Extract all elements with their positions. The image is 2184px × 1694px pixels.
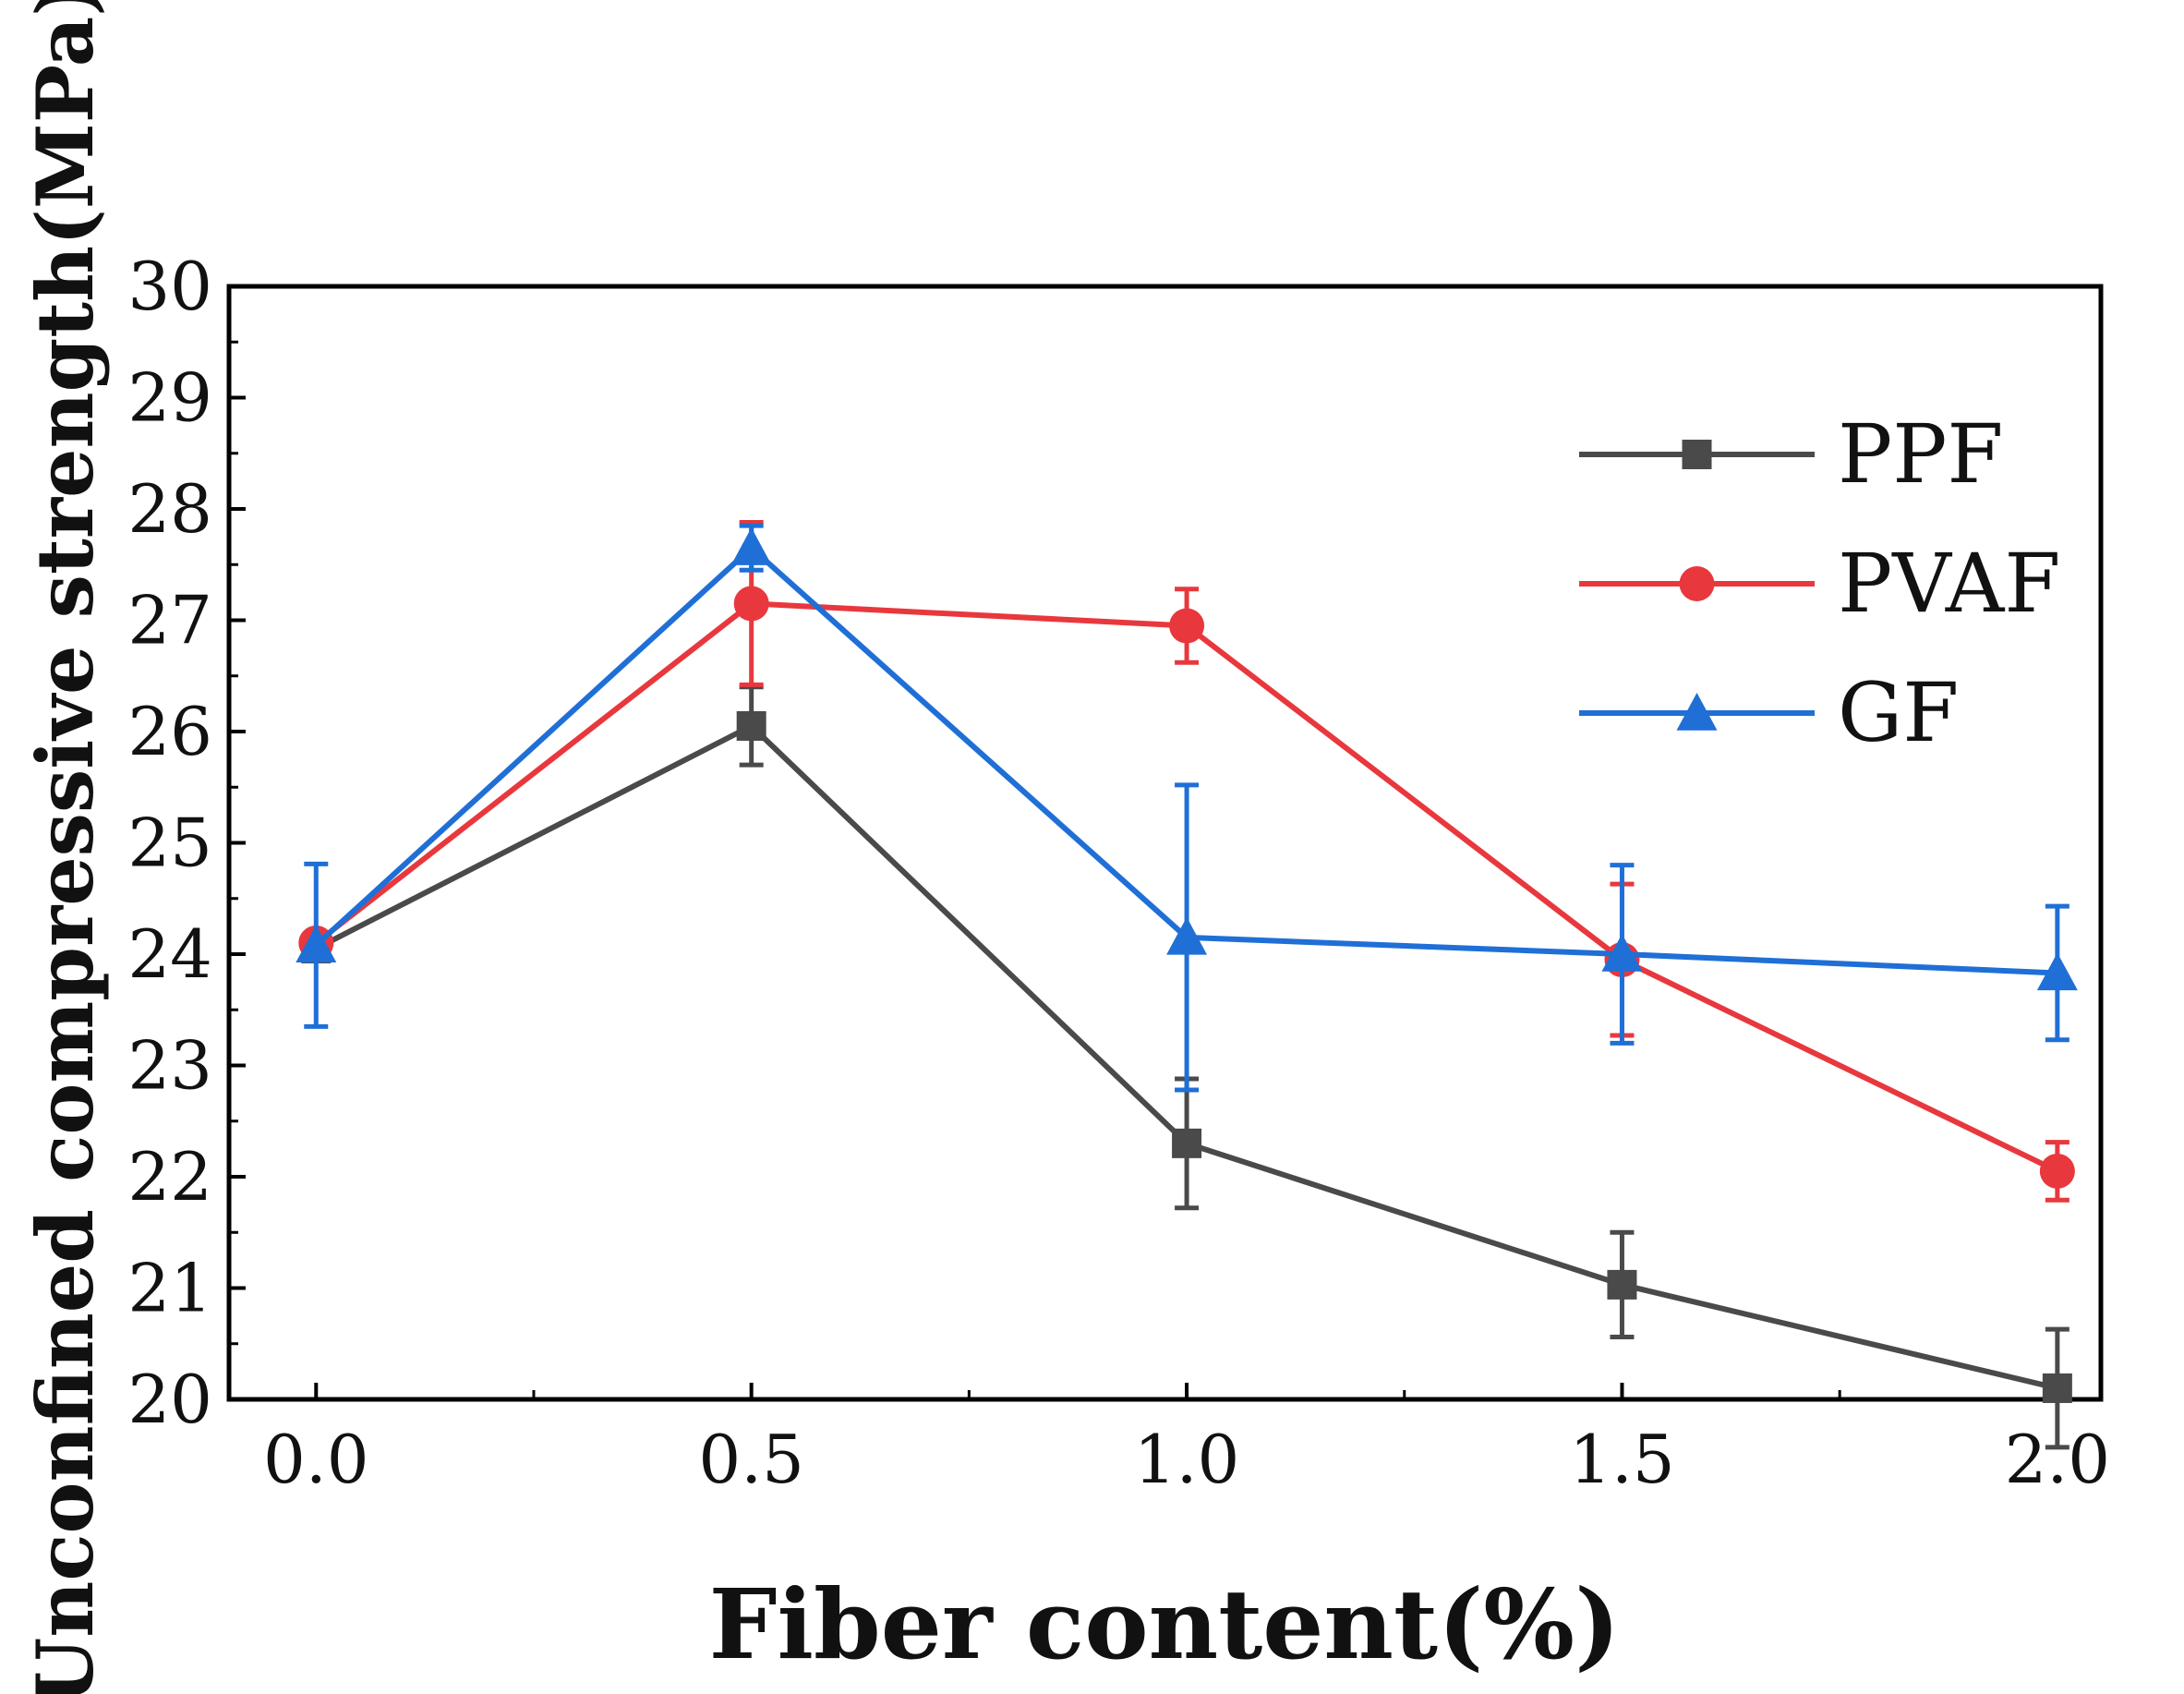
y-tick-label: 28 xyxy=(127,470,212,548)
data-point-pvaf xyxy=(1169,608,1205,644)
legend-item-pvaf: PVAF xyxy=(1579,536,2060,631)
y-tick-label: 24 xyxy=(127,915,212,993)
y-tick-label: 21 xyxy=(127,1250,212,1327)
data-point-gf xyxy=(2036,952,2078,991)
plot-area-frame xyxy=(226,284,2104,1402)
legend: PPF PVAF GF xyxy=(1579,406,2060,760)
x-axis: 0.0 0.5 1.0 1.5 2.0 xyxy=(263,1383,2110,1498)
data-point-ppf xyxy=(1607,1269,1637,1300)
data-point-gf xyxy=(296,925,337,963)
x-tick-label: 0.5 xyxy=(698,1421,804,1498)
x-axis-title: Fiber content(%) xyxy=(709,1567,1621,1681)
y-tick-label: 30 xyxy=(127,248,212,325)
y-tick-label: 27 xyxy=(127,582,212,659)
y-tick-label: 29 xyxy=(127,359,212,437)
legend-marker xyxy=(1682,440,1712,469)
y-tick-label: 25 xyxy=(127,805,212,882)
legend-label: GF xyxy=(1838,665,1959,760)
data-point-pvaf xyxy=(2039,1153,2075,1189)
x-tick-label: 1.0 xyxy=(1134,1421,1240,1498)
data-point-pvaf xyxy=(733,586,769,622)
y-axis-title: Unconfined compressive strength(MPa) xyxy=(19,0,111,1694)
series-layer xyxy=(296,519,2078,1450)
legend-item-ppf: PPF xyxy=(1579,406,2003,502)
legend-label: PVAF xyxy=(1838,536,2060,631)
y-tick-label: 23 xyxy=(127,1027,212,1105)
y-tick-label: 20 xyxy=(127,1361,212,1438)
legend-marker xyxy=(1679,566,1715,601)
data-point-ppf xyxy=(1172,1128,1202,1158)
data-point-ppf xyxy=(736,710,766,741)
series-gf xyxy=(296,523,2078,1093)
data-point-gf xyxy=(1166,916,1208,955)
legend-marker xyxy=(1676,693,1718,731)
x-tick-label: 0.0 xyxy=(263,1421,369,1498)
y-axis: 20 21 22 23 24 25 26 27 28 29 30 xyxy=(127,248,246,1438)
data-point-ppf xyxy=(2042,1373,2072,1403)
y-tick-label: 22 xyxy=(127,1138,212,1216)
x-tick-label: 1.5 xyxy=(1569,1421,1675,1498)
y-tick-label: 26 xyxy=(127,693,212,770)
data-point-gf xyxy=(730,527,772,565)
legend-label: PPF xyxy=(1838,406,2003,502)
legend-item-gf: GF xyxy=(1579,665,1959,760)
data-point-gf xyxy=(1601,934,1643,972)
